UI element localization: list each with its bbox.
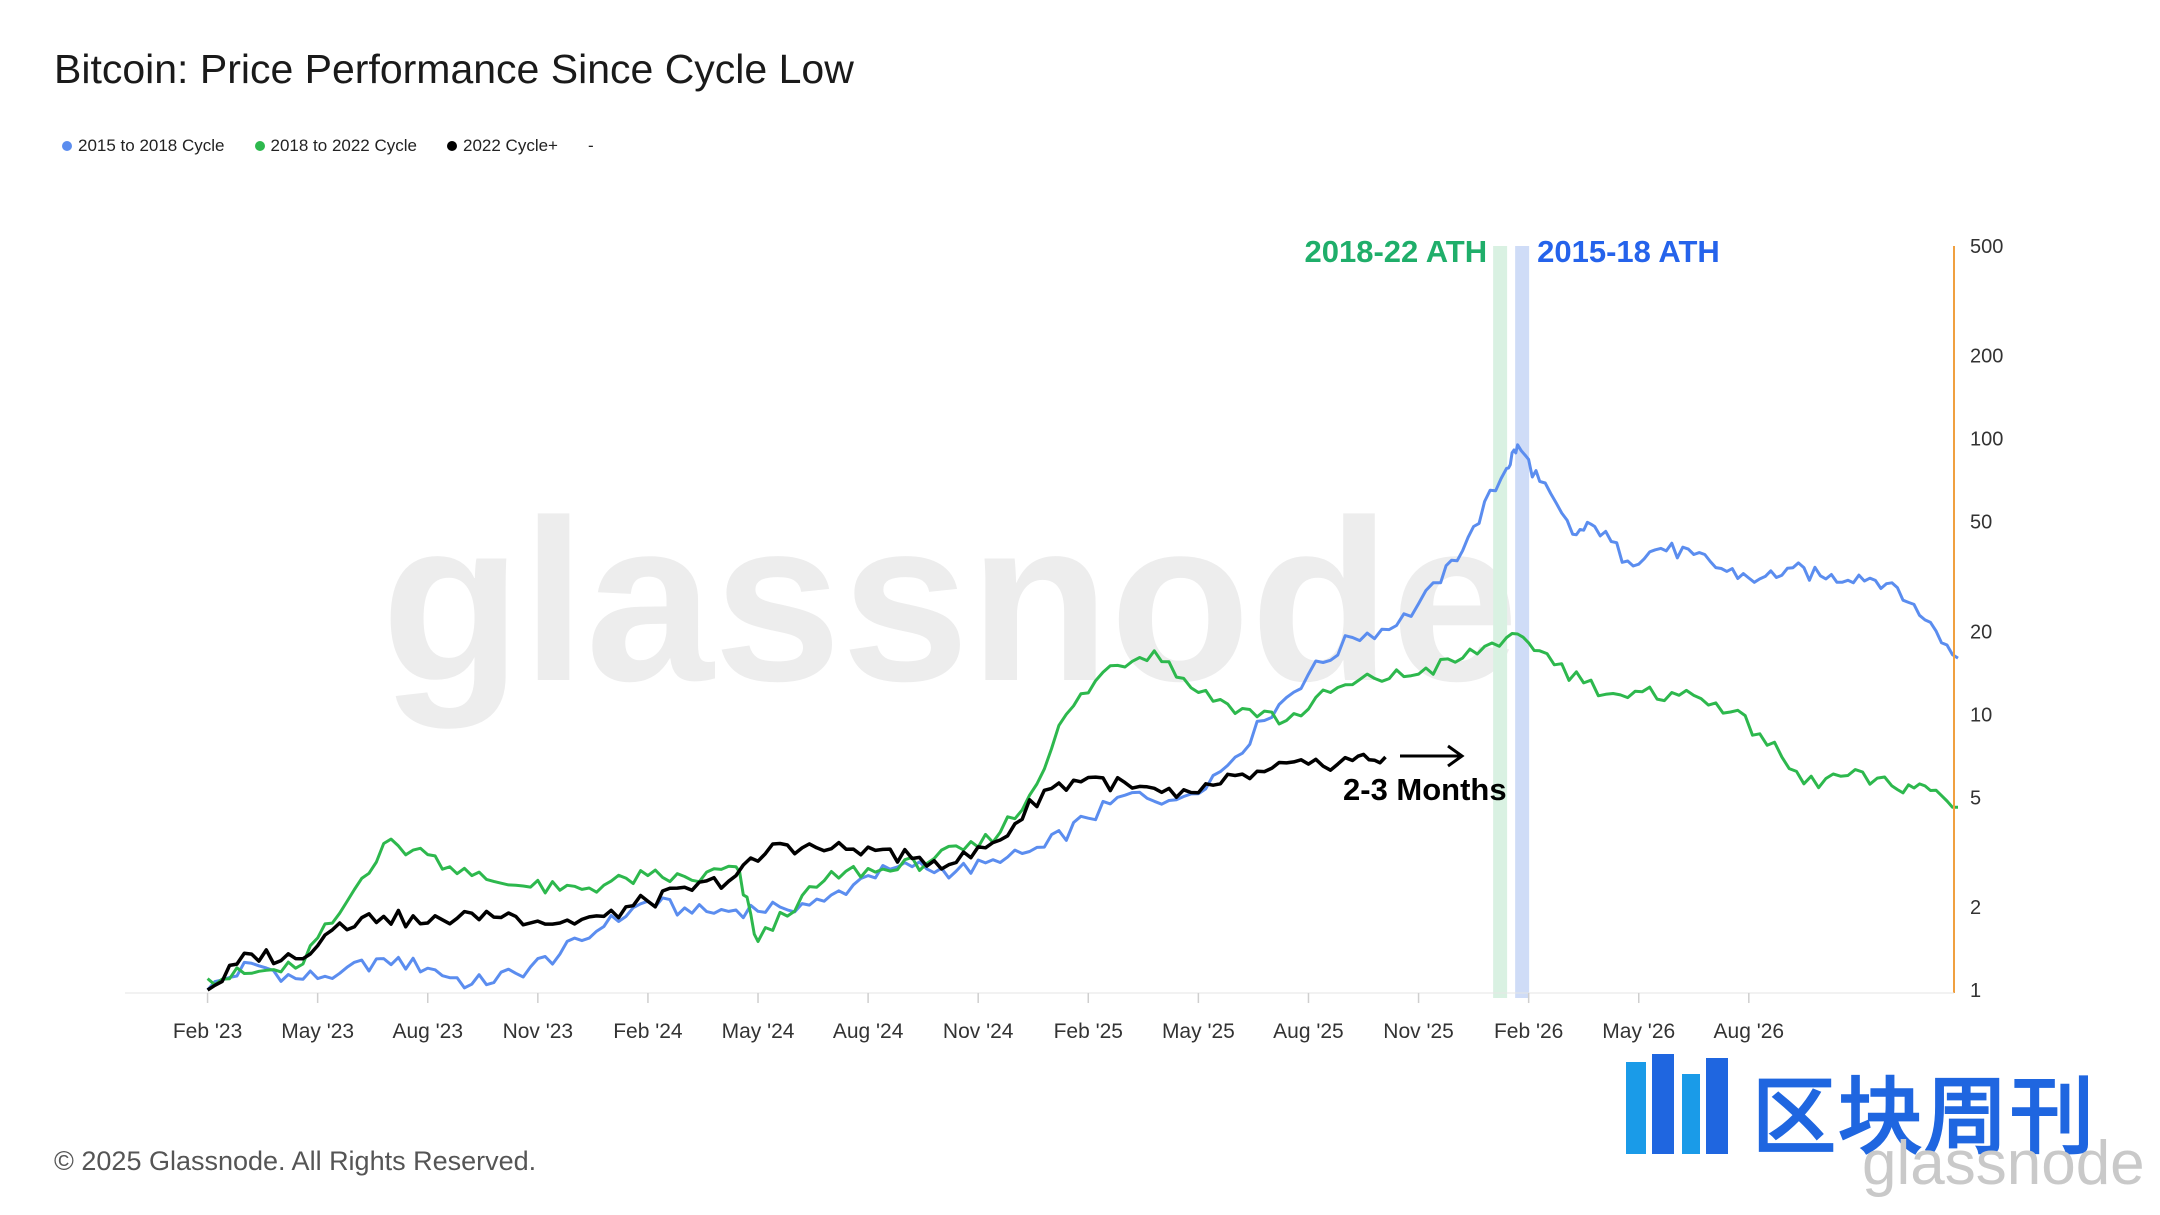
arrow-head-icon — [1447, 744, 1465, 768]
y-tick-label: 50 — [1970, 512, 1992, 534]
watermark-text: glassnode — [381, 472, 1519, 729]
y-tick-label: 200 — [1970, 346, 2003, 368]
legend-label: 2018 to 2022 Cycle — [270, 136, 418, 155]
legend-dot-black-icon — [447, 141, 457, 151]
x-tick-label: Nov '23 — [503, 1020, 574, 1043]
x-tick-label: May '26 — [1602, 1020, 1675, 1043]
x-tick-label: Feb '26 — [1494, 1020, 1563, 1043]
copyright-footer: © 2025 Glassnode. All Rights Reserved. — [54, 1146, 537, 1176]
x-tick-label: May '24 — [722, 1020, 795, 1043]
annotation-2015-18-ath: 2015-18 ATH — [1537, 234, 1720, 269]
brand-logo: 区块周刊 glassnode — [1622, 1042, 2145, 1202]
annotation-2018-22-ath: 2018-22 ATH — [1304, 234, 1487, 269]
legend-item-2018-2022[interactable]: 2018 to 2022 Cycle — [254, 136, 418, 156]
legend-label: 2022 Cycle+ — [463, 136, 558, 155]
x-tick-label: May '25 — [1162, 1020, 1235, 1043]
x-tick-label: Nov '24 — [943, 1020, 1014, 1043]
legend-dot-green-icon — [254, 141, 265, 151]
brand-cn-text: 区块周刊 — [1752, 1068, 2097, 1166]
legend-item-2022-cycle[interactable]: 2022 Cycle+ — [447, 136, 558, 156]
x-tick-label: Feb '23 — [173, 1020, 242, 1043]
chart-title: Bitcoin: Price Performance Since Cycle L… — [54, 46, 854, 92]
x-tick-label: Nov '25 — [1383, 1020, 1454, 1043]
legend-label: 2015 to 2018 Cycle — [78, 136, 225, 155]
y-tick-label: 10 — [1970, 704, 1992, 726]
x-tick-label: May '23 — [281, 1020, 354, 1043]
brand-mark-icon — [1626, 1054, 1728, 1154]
ath-band-2018-22 — [1493, 246, 1508, 998]
series-line-2022-cycle — [206, 752, 1387, 992]
x-tick-label: Feb '24 — [613, 1020, 683, 1043]
brand-en-text: glassnode — [1862, 1129, 2145, 1198]
y-tick-label: 20 — [1970, 621, 1992, 643]
x-tick-label: Feb '25 — [1054, 1020, 1123, 1043]
legend: 2015 to 2018 Cycle 2018 to 2022 Cycle 20… — [62, 136, 594, 156]
legend-item-2015-2018[interactable]: 2015 to 2018 Cycle — [62, 136, 225, 156]
y-tick-label: 5 — [1970, 787, 1981, 809]
y-tick-label: 2 — [1970, 897, 1981, 919]
y-tick-label: 100 — [1970, 429, 2003, 451]
series-line-2018-2022 — [206, 632, 1958, 987]
x-tick-label: Aug '23 — [392, 1020, 463, 1043]
ath-band-2015-18 — [1515, 246, 1530, 998]
y-tick-label: 1 — [1970, 980, 1981, 1002]
x-tick-label: Aug '26 — [1714, 1020, 1785, 1043]
legend-extra[interactable]: - — [587, 136, 594, 155]
y-tick-label: 500 — [1970, 236, 2003, 258]
legend-dot-blue-icon — [62, 141, 72, 151]
x-tick-label: Aug '25 — [1273, 1020, 1344, 1043]
annotation-2-3-months: 2-3 Months — [1343, 772, 1507, 807]
x-tick-label: Aug '24 — [833, 1020, 904, 1043]
